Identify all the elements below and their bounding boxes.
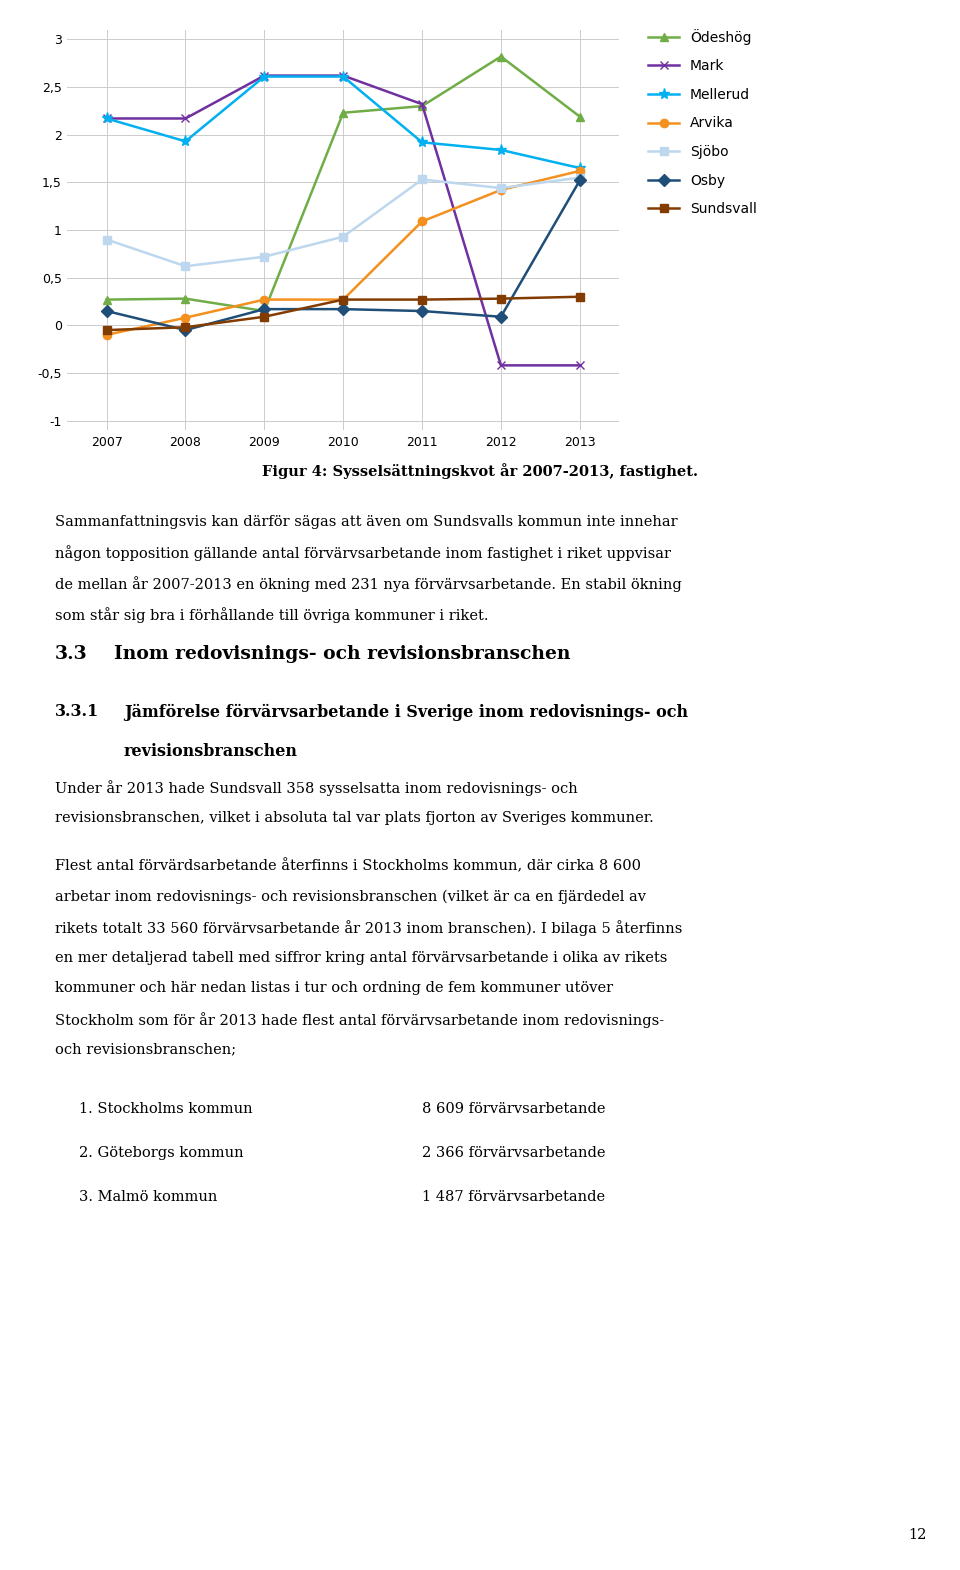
- Osby: [574, 171, 586, 190]
- Line: Mellerud: Mellerud: [101, 71, 586, 174]
- Text: Flest antal förvärdsarbetande återfinns i Stockholms kommun, där cirka 8 600: Flest antal förvärdsarbetande återfinns …: [55, 859, 640, 873]
- Mellerud: [574, 159, 586, 177]
- Sundsvall: [574, 287, 586, 306]
- Text: 3. Malmö kommun: 3. Malmö kommun: [79, 1190, 217, 1204]
- Line: Mark: Mark: [103, 71, 584, 369]
- Arvika: [495, 181, 507, 199]
- Text: någon topposition gällande antal förvärvsarbetande inom fastighet i riket uppvis: någon topposition gällande antal förvärv…: [55, 545, 671, 562]
- Ödeshög: [180, 289, 191, 308]
- Mark: [574, 356, 586, 375]
- Ödeshög: [495, 47, 507, 66]
- Text: 2 366 förvärvsarbetande: 2 366 förvärvsarbetande: [422, 1146, 606, 1160]
- Line: Osby: Osby: [103, 176, 584, 334]
- Arvika: [101, 325, 112, 344]
- Ödeshög: [417, 97, 428, 116]
- Arvika: [338, 290, 349, 309]
- Text: 1 487 förvärvsarbetande: 1 487 förvärvsarbetande: [422, 1190, 606, 1204]
- Mellerud: [417, 133, 428, 152]
- Arvika: [258, 290, 270, 309]
- Osby: [338, 300, 349, 319]
- Text: 2. Göteborgs kommun: 2. Göteborgs kommun: [79, 1146, 243, 1160]
- Osby: [258, 300, 270, 319]
- Arvika: [574, 162, 586, 181]
- Mellerud: [101, 108, 112, 127]
- Sjöbo: [180, 257, 191, 276]
- Sundsvall: [417, 290, 428, 309]
- Text: en mer detaljerad tabell med siffror kring antal förvärvsarbetande i olika av ri: en mer detaljerad tabell med siffror kri…: [55, 951, 667, 964]
- Text: Jämförelse förvärvsarbetande i Sverige inom redovisnings- och: Jämförelse förvärvsarbetande i Sverige i…: [124, 703, 688, 721]
- Mark: [258, 66, 270, 85]
- Sundsvall: [101, 320, 112, 339]
- Legend: Ödeshög, Mark, Mellerud, Arvika, Sjöbo, Osby, Sundsvall: Ödeshög, Mark, Mellerud, Arvika, Sjöbo, …: [648, 28, 756, 217]
- Text: arbetar inom redovisnings- och revisionsbranschen (vilket är ca en fjärdedel av: arbetar inom redovisnings- och revisions…: [55, 889, 646, 904]
- Mark: [101, 108, 112, 127]
- Text: rikets totalt 33 560 förvärvsarbetande år 2013 inom branschen). I bilaga 5 återf: rikets totalt 33 560 förvärvsarbetande å…: [55, 920, 683, 936]
- Text: 8 609 förvärvsarbetande: 8 609 förvärvsarbetande: [422, 1102, 606, 1116]
- Text: revisionsbranschen, vilket i absoluta tal var plats fjorton av Sveriges kommuner: revisionsbranschen, vilket i absoluta ta…: [55, 810, 654, 824]
- Line: Arvika: Arvika: [103, 166, 584, 339]
- Text: de mellan år 2007-2013 en ökning med 231 nya förvärvsarbetande. En stabil ökning: de mellan år 2007-2013 en ökning med 231…: [55, 576, 682, 592]
- Sjöbo: [495, 179, 507, 198]
- Ödeshög: [101, 290, 112, 309]
- Osby: [101, 301, 112, 320]
- Text: 3.3: 3.3: [55, 645, 87, 663]
- Text: som står sig bra i förhållande till övriga kommuner i riket.: som står sig bra i förhållande till övri…: [55, 606, 489, 623]
- Mark: [417, 94, 428, 113]
- Text: 12: 12: [908, 1528, 926, 1542]
- Text: Sammanfattningsvis kan därför sägas att även om Sundsvalls kommun inte innehar: Sammanfattningsvis kan därför sägas att …: [55, 515, 678, 529]
- Line: Ödeshög: Ödeshög: [103, 52, 584, 316]
- Osby: [417, 301, 428, 320]
- Sjöbo: [258, 246, 270, 265]
- Text: revisionsbranschen: revisionsbranschen: [124, 743, 298, 760]
- Mark: [338, 66, 349, 85]
- Mark: [495, 356, 507, 375]
- Osby: [495, 308, 507, 327]
- Sundsvall: [338, 290, 349, 309]
- Arvika: [417, 212, 428, 231]
- Text: Inom redovisnings- och revisionsbranschen: Inom redovisnings- och revisionsbransche…: [114, 645, 571, 663]
- Sundsvall: [258, 308, 270, 327]
- Text: Stockholm som för år 2013 hade flest antal förvärvsarbetande inom redovisnings-: Stockholm som för år 2013 hade flest ant…: [55, 1011, 664, 1028]
- Ödeshög: [258, 301, 270, 320]
- Text: Under år 2013 hade Sundsvall 358 sysselsatta inom redovisnings- och: Under år 2013 hade Sundsvall 358 syssels…: [55, 780, 578, 796]
- Ödeshög: [574, 107, 586, 126]
- Text: Figur 4: Sysselsättningskvot år 2007-2013, fastighet.: Figur 4: Sysselsättningskvot år 2007-201…: [262, 463, 698, 479]
- Mellerud: [180, 132, 191, 151]
- Mellerud: [258, 68, 270, 86]
- Osby: [180, 320, 191, 339]
- Arvika: [180, 308, 191, 327]
- Text: 1. Stockholms kommun: 1. Stockholms kommun: [79, 1102, 252, 1116]
- Sjöbo: [338, 228, 349, 246]
- Text: och revisionsbranschen;: och revisionsbranschen;: [55, 1042, 236, 1057]
- Mellerud: [495, 141, 507, 160]
- Mellerud: [338, 68, 349, 86]
- Sjöbo: [574, 168, 586, 187]
- Ödeshög: [338, 104, 349, 122]
- Line: Sundsvall: Sundsvall: [103, 292, 584, 334]
- Sjöbo: [417, 170, 428, 188]
- Line: Sjöbo: Sjöbo: [103, 173, 584, 270]
- Text: 3.3.1: 3.3.1: [55, 703, 99, 721]
- Sjöbo: [101, 231, 112, 250]
- Sundsvall: [180, 317, 191, 336]
- Text: kommuner och här nedan listas i tur och ordning de fem kommuner utöver: kommuner och här nedan listas i tur och …: [55, 981, 612, 995]
- Sundsvall: [495, 289, 507, 308]
- Mark: [180, 108, 191, 127]
